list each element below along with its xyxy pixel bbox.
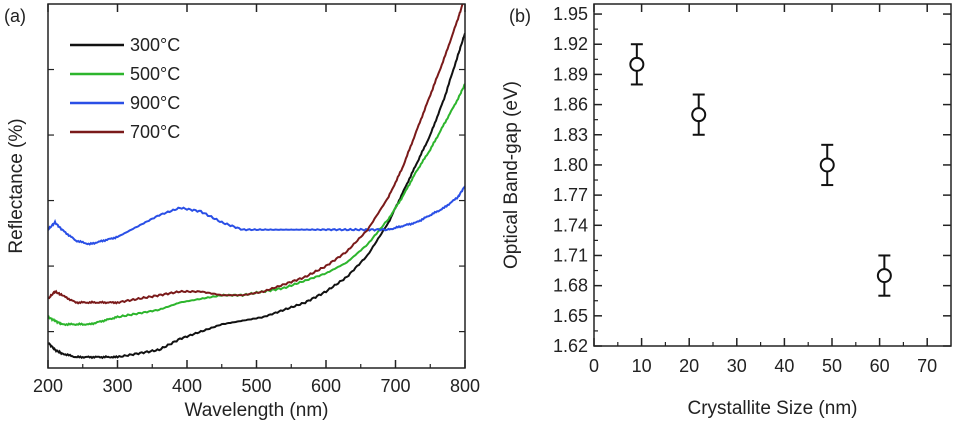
y-axis-title: Optical Band-gap (eV) [501,81,522,269]
series-line-500c [48,83,465,327]
x-tick-label: 30 [727,356,747,376]
x-axis-title: Wavelength (nm) [185,400,329,421]
x-tick-label: 70 [917,356,937,376]
data-point-3 [876,268,892,284]
x-tick-label: 60 [870,356,890,376]
x-tick-label: 10 [632,356,652,376]
x-tick-label: 500 [241,376,271,396]
panel-b-frame [593,3,952,347]
panel-b-bandgap-chart: 1.62 1.65 1.68 1.71 1.74 1.77 1.80 1.83 1.86 1.89… [501,3,952,419]
y-tick-label: 1.71 [553,245,588,265]
panel-label: (a) [4,6,26,26]
panel-a-reflectance-chart: 200 300 400 500 600 700 800 Wavelength (nm) Refl… [4,3,480,421]
x-tick-label: 300 [102,376,132,396]
y-tick-label: 1.74 [553,215,588,235]
y-tick-label: 1.83 [553,125,588,145]
x-tick-label: 400 [172,376,202,396]
panel-a-frame [47,3,466,369]
y-tick-label: 1.95 [553,4,588,24]
x-tick-label: 40 [774,356,794,376]
legend-label: 900°C [130,93,180,113]
x-tick-label: 600 [311,376,341,396]
series-line-900c [48,185,465,246]
y-tick-label: 1.65 [553,306,588,326]
y-tick-label: 1.89 [553,64,588,84]
legend-label: 500°C [130,64,180,84]
legend-label: 700°C [130,122,180,142]
legend-label: 300°C [130,35,180,55]
y-tick-label: 1.62 [553,336,588,356]
x-tick-label: 0 [589,356,599,376]
x-tick-label: 800 [450,376,480,396]
y-tick-label: 1.68 [553,276,588,296]
y-tick-label: 1.77 [553,185,588,205]
y-axis-title: Reflectance (%) [6,118,27,253]
data-point-1 [691,107,707,123]
data-point-0 [629,56,645,72]
series-line-300c [48,32,465,360]
x-tick-label: 20 [679,356,699,376]
y-tick-label: 1.80 [553,155,588,175]
panel-label: (b) [509,6,531,26]
y-tick-label: 1.92 [553,34,588,54]
x-axis-title: Crystallite Size (nm) [688,398,858,419]
y-tick-label: 1.86 [553,95,588,115]
x-tick-label: 50 [822,356,842,376]
data-point-2 [819,157,835,173]
x-tick-label: 700 [380,376,410,396]
x-tick-label: 200 [33,376,63,396]
series-line-700c [48,4,464,305]
